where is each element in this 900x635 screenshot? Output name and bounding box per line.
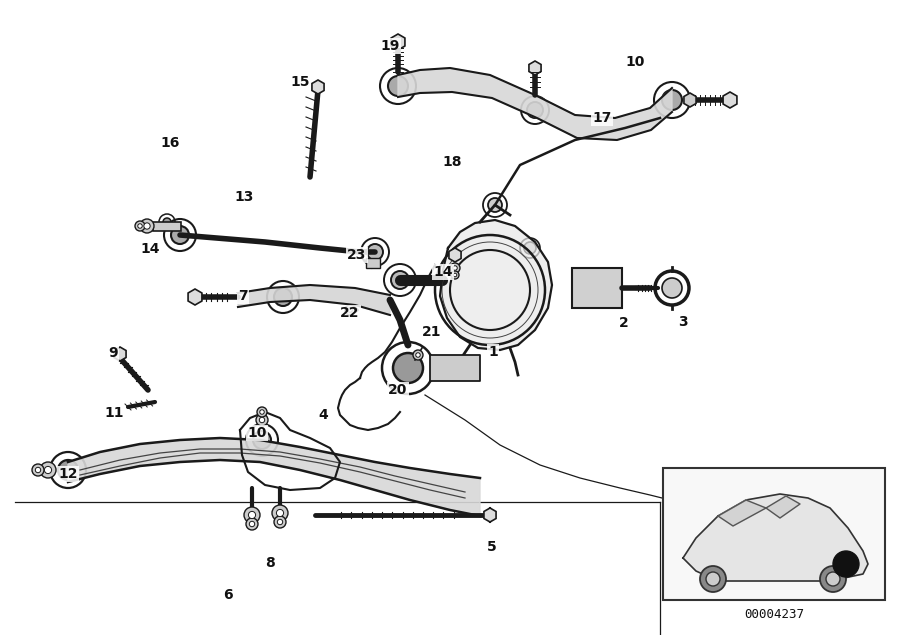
Circle shape — [413, 350, 423, 360]
Polygon shape — [718, 500, 766, 526]
Text: 22: 22 — [340, 306, 360, 320]
Polygon shape — [114, 347, 126, 361]
Text: 6: 6 — [223, 588, 233, 602]
Circle shape — [488, 198, 502, 212]
Text: 13: 13 — [234, 190, 254, 204]
Circle shape — [40, 462, 56, 478]
Text: 10: 10 — [626, 55, 644, 69]
Circle shape — [58, 460, 78, 480]
Circle shape — [253, 431, 271, 449]
Text: 9: 9 — [108, 346, 118, 360]
Bar — [366, 258, 380, 268]
Circle shape — [706, 572, 720, 586]
Circle shape — [367, 244, 383, 260]
Circle shape — [276, 509, 284, 517]
Text: 14: 14 — [140, 242, 160, 256]
Polygon shape — [484, 508, 496, 522]
Circle shape — [277, 519, 283, 525]
Circle shape — [171, 226, 189, 244]
Circle shape — [274, 288, 292, 306]
Circle shape — [249, 521, 255, 526]
Circle shape — [248, 511, 256, 519]
Circle shape — [140, 219, 154, 233]
Text: 15: 15 — [290, 75, 310, 89]
Circle shape — [259, 417, 265, 423]
Circle shape — [35, 467, 40, 472]
Circle shape — [244, 507, 260, 523]
Text: 2: 2 — [619, 316, 629, 330]
Circle shape — [454, 273, 457, 277]
Bar — [153, 222, 181, 231]
Text: 20: 20 — [388, 383, 408, 397]
Circle shape — [450, 263, 460, 273]
Bar — [663, 468, 885, 600]
Text: 16: 16 — [160, 136, 180, 150]
Text: 4: 4 — [318, 408, 328, 422]
Circle shape — [662, 278, 682, 298]
Circle shape — [662, 90, 682, 110]
Circle shape — [820, 566, 846, 592]
Circle shape — [260, 410, 265, 414]
Text: 18: 18 — [442, 155, 462, 169]
Circle shape — [527, 102, 543, 118]
Polygon shape — [529, 61, 541, 75]
Circle shape — [345, 305, 355, 315]
Text: 23: 23 — [347, 248, 366, 262]
Circle shape — [700, 566, 726, 592]
Circle shape — [246, 518, 258, 530]
Circle shape — [524, 242, 536, 254]
Polygon shape — [398, 68, 672, 140]
Circle shape — [163, 218, 171, 226]
Circle shape — [391, 271, 409, 289]
Polygon shape — [392, 34, 405, 50]
Circle shape — [257, 407, 267, 417]
Circle shape — [347, 308, 352, 312]
Polygon shape — [238, 285, 390, 315]
Circle shape — [256, 414, 268, 426]
Circle shape — [32, 464, 44, 476]
Polygon shape — [766, 496, 800, 518]
Polygon shape — [449, 248, 461, 262]
Text: 1: 1 — [488, 345, 498, 359]
Text: 21: 21 — [422, 325, 442, 339]
Text: 7: 7 — [238, 289, 248, 303]
Circle shape — [44, 466, 51, 474]
Circle shape — [416, 353, 420, 358]
Circle shape — [272, 505, 288, 521]
Polygon shape — [683, 494, 868, 581]
Circle shape — [135, 221, 145, 231]
Polygon shape — [312, 80, 324, 94]
Text: 00004237: 00004237 — [744, 608, 804, 620]
Text: 17: 17 — [592, 111, 612, 125]
Circle shape — [144, 223, 150, 229]
Text: 19: 19 — [381, 39, 400, 53]
Circle shape — [388, 76, 408, 96]
Polygon shape — [684, 93, 696, 107]
Circle shape — [451, 271, 459, 279]
Circle shape — [453, 266, 457, 271]
Circle shape — [393, 353, 423, 383]
Circle shape — [833, 551, 859, 577]
Circle shape — [274, 516, 286, 528]
Polygon shape — [440, 220, 552, 350]
Polygon shape — [188, 289, 202, 305]
Text: 3: 3 — [679, 315, 688, 329]
Text: 11: 11 — [104, 406, 124, 420]
Circle shape — [826, 572, 840, 586]
Bar — [430, 355, 480, 381]
Text: 5: 5 — [487, 540, 497, 554]
Polygon shape — [723, 92, 737, 108]
Text: 12: 12 — [58, 467, 77, 481]
Circle shape — [138, 224, 142, 228]
Bar — [572, 268, 622, 308]
Circle shape — [588, 278, 608, 298]
Text: 14: 14 — [433, 265, 453, 279]
Text: 8: 8 — [266, 556, 274, 570]
Polygon shape — [68, 438, 480, 516]
Text: 10: 10 — [248, 426, 266, 440]
